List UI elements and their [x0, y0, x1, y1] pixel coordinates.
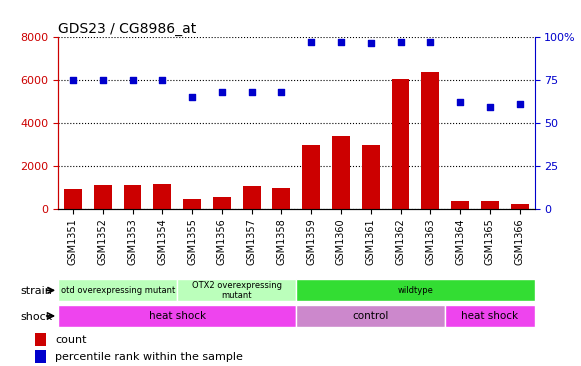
Point	[188, 94, 197, 100]
Bar	[94, 185, 112, 209]
Bar	[332, 135, 350, 209]
Point	[217, 89, 227, 94]
Bar	[296, 305, 445, 327]
Bar	[272, 188, 290, 209]
Text: shock: shock	[20, 311, 52, 322]
Point	[515, 101, 524, 107]
Point	[336, 39, 346, 45]
Point	[128, 77, 137, 83]
Point	[456, 99, 465, 105]
Bar	[58, 280, 177, 301]
Text: heat shock: heat shock	[461, 311, 518, 321]
Bar	[243, 186, 260, 209]
Text: GDS23 / CG8986_at: GDS23 / CG8986_at	[58, 22, 196, 36]
Point	[247, 89, 256, 94]
Bar	[177, 280, 296, 301]
Bar	[296, 280, 535, 301]
Point	[98, 77, 107, 83]
Bar	[58, 305, 296, 327]
Text: heat shock: heat shock	[149, 311, 206, 321]
Text: wildtype: wildtype	[397, 286, 433, 295]
Point	[485, 104, 494, 110]
Text: otd overexpressing mutant: otd overexpressing mutant	[60, 286, 175, 295]
Bar	[511, 204, 529, 209]
Bar	[124, 185, 141, 209]
Text: count: count	[55, 335, 87, 345]
Bar	[153, 184, 171, 209]
Bar	[183, 199, 201, 209]
Bar	[64, 189, 82, 209]
Bar	[302, 145, 320, 209]
Bar	[481, 201, 498, 209]
Bar	[213, 197, 231, 209]
Bar	[35, 333, 46, 346]
Point	[157, 77, 167, 83]
Point	[426, 39, 435, 45]
Text: OTX2 overexpressing
mutant: OTX2 overexpressing mutant	[192, 281, 282, 300]
Bar	[35, 350, 46, 363]
Point	[366, 41, 375, 46]
Text: strain: strain	[20, 286, 52, 296]
Point	[277, 89, 286, 94]
Bar	[392, 79, 410, 209]
Text: control: control	[353, 311, 389, 321]
Point	[396, 39, 405, 45]
Text: percentile rank within the sample: percentile rank within the sample	[55, 352, 243, 362]
Point	[307, 39, 316, 45]
Bar	[445, 305, 535, 327]
Bar	[451, 201, 469, 209]
Bar	[362, 145, 379, 209]
Bar	[421, 72, 439, 209]
Point	[69, 77, 78, 83]
